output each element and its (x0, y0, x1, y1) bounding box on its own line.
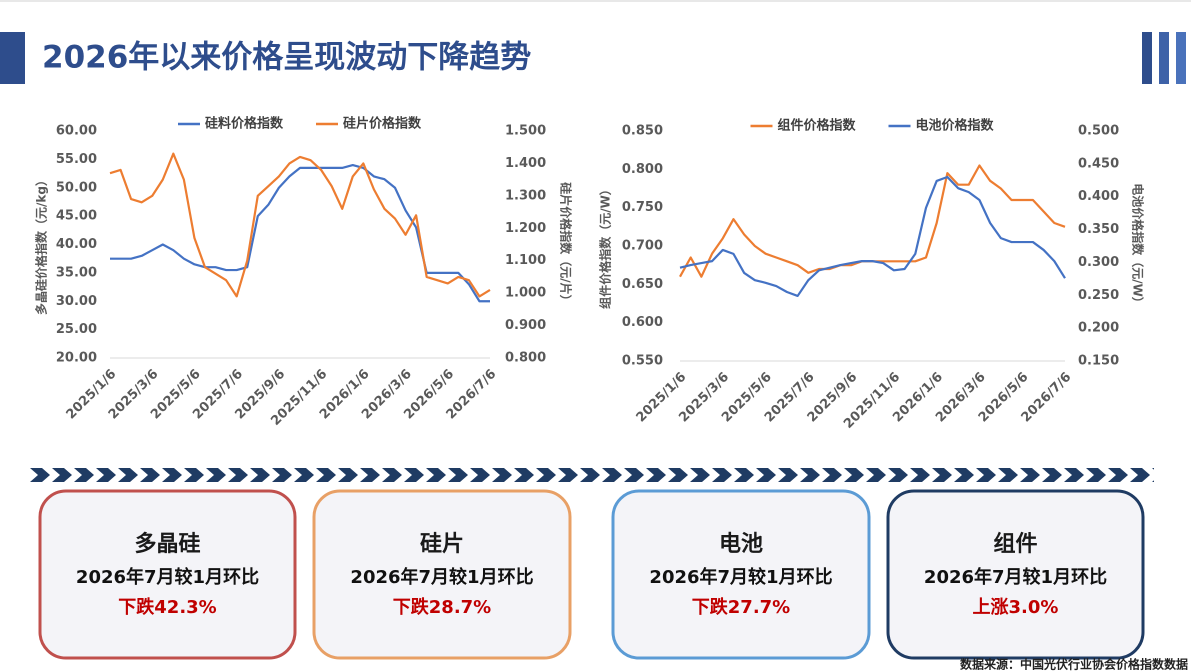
y2-tick-label: 1.000 (505, 286, 546, 301)
y2-tick-label: 0.200 (1078, 321, 1119, 336)
y2-axis-title: 硅片价格指数（元/片） (559, 182, 574, 306)
y-tick-label: 40.00 (56, 237, 97, 252)
y-tick-label: 20.00 (56, 351, 97, 366)
y2-tick-label: 1.100 (505, 253, 546, 268)
y-tick-label: 0.800 (622, 162, 663, 177)
y2-tick-label: 0.900 (505, 318, 546, 333)
y-axis-title: 组件价格指数（元/W） (598, 183, 613, 309)
data-line (109, 152, 491, 298)
y2-tick-label: 0.350 (1078, 222, 1119, 237)
card-title: 多晶硅 (134, 531, 200, 557)
y-tick-label: 50.00 (56, 180, 97, 195)
y2-tick-label: 0.800 (505, 351, 546, 366)
divider (30, 468, 1154, 482)
y-tick-label: 0.600 (622, 315, 663, 330)
slide-title: 2026年以来价格呈现波动下降趋势 (42, 40, 531, 76)
card-period: 2026年7月较1月环比 (350, 566, 533, 588)
card (312, 489, 572, 660)
data-line (110, 163, 490, 303)
data-line (679, 175, 1066, 298)
y-tick-label: 0.750 (622, 200, 663, 215)
legend-label: 电池价格指数 (916, 118, 995, 134)
y2-tick-label: 1.300 (505, 188, 546, 203)
card-change: 下跌42.3% (118, 596, 216, 618)
y-tick-label: 60.00 (56, 124, 97, 139)
legend-label: 硅片价格指数 (343, 116, 422, 132)
y-tick-label: 55.00 (56, 152, 97, 167)
y2-tick-label: 0.150 (1078, 354, 1119, 369)
card-period: 2026年7月较1月环比 (649, 566, 832, 588)
y-tick-label: 30.00 (56, 294, 97, 309)
card-period: 2026年7月较1月环比 (924, 566, 1107, 588)
card-title: 电池 (719, 532, 763, 557)
card (886, 489, 1145, 660)
card-period: 2026年7月较1月环比 (76, 566, 259, 588)
y-tick-label: 45.00 (56, 209, 97, 224)
y2-tick-label: 0.300 (1078, 255, 1119, 270)
y-tick-label: 0.850 (622, 124, 663, 139)
y2-tick-label: 0.450 (1078, 156, 1119, 171)
y-tick-label: 0.700 (622, 239, 663, 254)
y2-tick-label: 0.500 (1078, 124, 1119, 139)
corner-bars (1142, 32, 1186, 84)
cards: 多晶硅2026年7月较1月环比下跌42.3%硅片2026年7月较1月环比下跌28… (38, 489, 1145, 660)
source-note: 数据来源：中国光伏行业协会价格指数数据 (960, 657, 1188, 672)
y2-axis-title: 电池价格指数（元/W） (1131, 183, 1146, 309)
y-tick-label: 0.550 (622, 354, 663, 369)
legend-label: 硅料价格指数 (205, 116, 284, 132)
legend-label: 组件价格指数 (778, 118, 857, 134)
card (38, 489, 297, 660)
y2-tick-label: 0.250 (1078, 288, 1119, 303)
card-change: 上涨3.0% (973, 597, 1059, 618)
y2-tick-label: 1.400 (505, 156, 546, 171)
title-accent (0, 32, 25, 84)
card-change: 下跌27.7% (692, 596, 790, 618)
y-tick-label: 0.650 (622, 277, 663, 292)
y-axis-title: 多晶硅价格指数（元/kg） (34, 174, 49, 315)
card-title: 硅片 (420, 532, 464, 557)
y-tick-label: 25.00 (56, 322, 97, 337)
card (611, 489, 871, 660)
y2-tick-label: 0.400 (1078, 189, 1119, 204)
y2-tick-label: 1.500 (505, 124, 546, 139)
y2-tick-label: 1.200 (505, 221, 546, 236)
card-title: 组件 (993, 531, 1037, 557)
card-change: 下跌28.7% (393, 596, 491, 618)
y-tick-label: 35.00 (56, 265, 97, 280)
